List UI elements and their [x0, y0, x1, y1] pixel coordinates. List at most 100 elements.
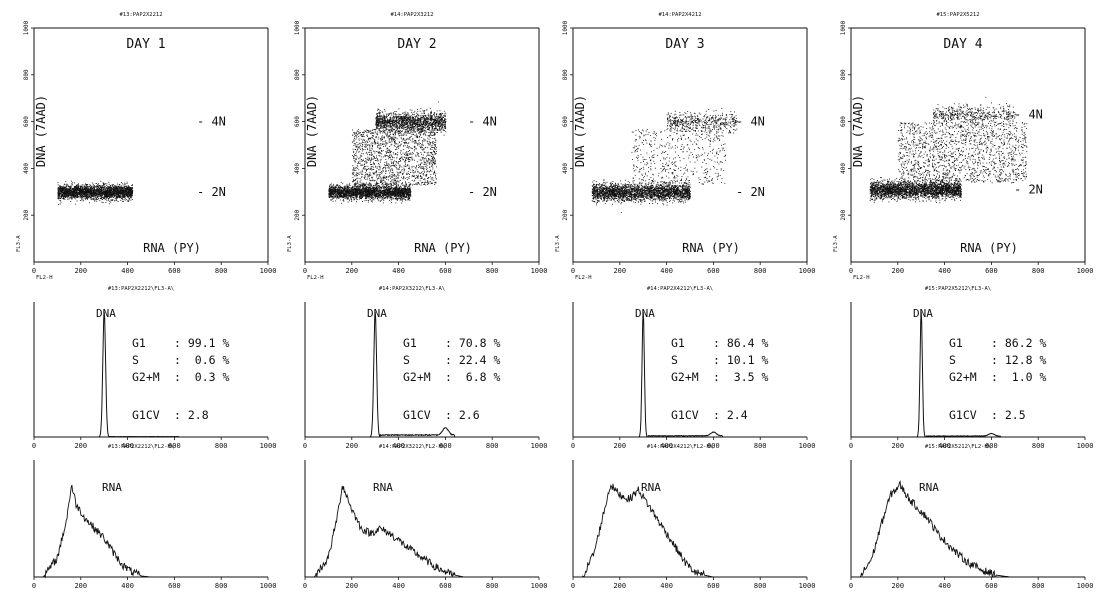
scatter-point: [345, 198, 347, 200]
scatter-point: [128, 193, 130, 194]
scatter-point: [111, 186, 112, 188]
scatter-point: [403, 198, 405, 199]
scatter-point: [409, 195, 410, 197]
scatter-point: [125, 195, 127, 197]
scatter-point: [84, 187, 86, 189]
scatter-point: [369, 196, 371, 198]
scatter-point: [339, 192, 341, 194]
scatter-point: [58, 189, 60, 191]
scatter-point: [96, 197, 98, 199]
scatter-point: [350, 198, 352, 199]
scatter-point: [376, 192, 378, 194]
x-tick-label: 600: [168, 267, 181, 275]
scatter-point: [338, 197, 340, 199]
scatter-point: [108, 190, 110, 192]
scatter-point: [328, 188, 330, 190]
scatter-point: [86, 193, 88, 195]
scatter-point: [363, 195, 364, 197]
scatter-point: [128, 191, 129, 192]
scatter-point: [103, 184, 104, 186]
scatter-point: [118, 192, 120, 193]
scatter-point: [93, 185, 95, 187]
scatter-point: [394, 182, 396, 183]
scatter-point: [395, 202, 397, 204]
scatter-point: [92, 198, 94, 200]
scatter-point: [102, 189, 104, 191]
scatter-point: [115, 190, 117, 191]
scatter-point: [86, 197, 87, 199]
scatter-point: [81, 194, 83, 196]
scatter-point: [348, 189, 350, 190]
scatter-point: [88, 196, 90, 198]
scatter-point: [329, 196, 331, 198]
scatter-point: [72, 192, 74, 194]
scatter-point: [410, 192, 411, 194]
scatter-point: [125, 183, 127, 185]
scatter-point: [95, 183, 97, 184]
scatter-point: [343, 196, 344, 198]
scatter-point: [100, 193, 102, 194]
scatter-point: [114, 190, 116, 192]
scatter-point: [113, 185, 115, 187]
scatter-point: [113, 193, 115, 195]
scatter-point: [102, 186, 104, 188]
scatter-point: [58, 195, 60, 197]
scatter-point: [69, 190, 70, 191]
scatter-point: [91, 189, 92, 191]
scatter-point: [116, 187, 118, 189]
scatter-point: [84, 186, 85, 187]
scatter-point: [79, 194, 81, 195]
scatter-point: [337, 190, 339, 192]
scatter-point: [117, 187, 119, 188]
scatter-point: [78, 187, 80, 189]
scatter-point: [122, 201, 124, 202]
scatter-point: [333, 194, 334, 196]
scatter-point: [401, 200, 403, 202]
scatter-point: [109, 194, 111, 195]
scatter-point: [348, 194, 349, 195]
scatter-point: [121, 188, 123, 190]
scatter-point: [114, 187, 116, 189]
scatter-point: [80, 195, 81, 197]
scatter-point: [89, 185, 91, 187]
scatter-point: [59, 191, 61, 193]
scatter-point: [369, 199, 371, 201]
scatter-point: [105, 191, 106, 193]
scatter-point: [120, 196, 122, 197]
scatter-point: [103, 190, 105, 192]
scatter-point: [64, 198, 66, 200]
scatter-point: [346, 185, 348, 187]
scatter-point: [71, 190, 73, 192]
scatter-point: [88, 197, 89, 198]
scatter-point: [92, 182, 94, 184]
scatter-point: [404, 189, 405, 190]
scatter-point: [112, 195, 114, 196]
scatter-point: [402, 189, 403, 191]
scatter-point: [347, 185, 348, 187]
scatter-point: [82, 198, 84, 200]
scatter-point: [337, 185, 339, 187]
scatter-point: [60, 200, 61, 202]
scatter-point: [104, 192, 106, 194]
scatter-point: [403, 185, 405, 187]
scatter-point: [385, 183, 387, 184]
scatter-point: [101, 201, 103, 203]
scatter-point: [60, 187, 61, 189]
scatter-point: [365, 185, 367, 187]
scatter-point: [405, 199, 407, 200]
scatter-point: [110, 199, 112, 201]
scatter-point: [101, 185, 103, 186]
scatter-point: [104, 183, 105, 185]
scatter-point: [386, 188, 388, 190]
scatter-point: [69, 189, 71, 191]
scatter-point: [99, 198, 101, 200]
scatter-point: [364, 186, 366, 188]
scatter-point: [87, 189, 89, 191]
scatter-point: [108, 196, 110, 197]
scatter-point: [124, 187, 125, 189]
scatter-point: [97, 184, 99, 186]
scatter-point: [112, 192, 114, 194]
scatter-point: [121, 192, 123, 193]
scatter-point: [63, 188, 65, 190]
scatter-point: [61, 187, 63, 189]
